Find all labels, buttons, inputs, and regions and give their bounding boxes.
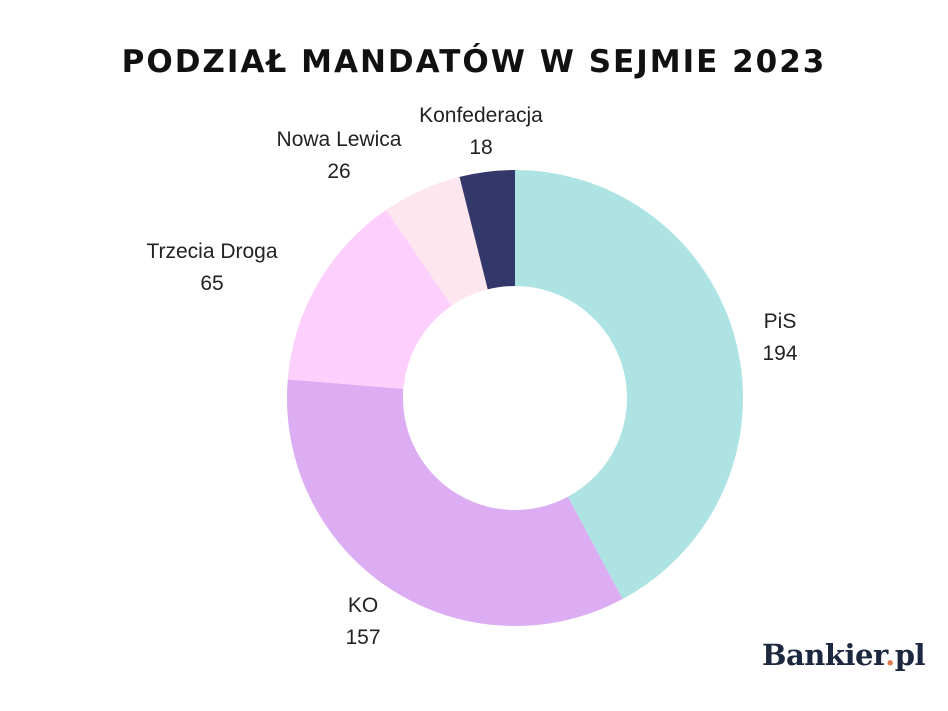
data-label-value: 157: [345, 626, 380, 649]
data-label-value: 194: [762, 342, 797, 365]
slice-pis: [515, 170, 743, 599]
slice-ko: [287, 379, 623, 626]
slice-nowa-lewica: [386, 176, 488, 306]
data-label-name: Nowa Lewica: [277, 128, 402, 151]
slice-konfederacja: [459, 170, 515, 290]
data-label-name: KO: [348, 594, 378, 617]
data-label-name: Trzecia Droga: [146, 240, 277, 263]
slice-trzecia-droga: [287, 209, 452, 389]
data-label-value: 18: [469, 136, 492, 159]
chart-title: PODZIAŁ MANDATÓW W SEJMIE 2023: [121, 44, 827, 80]
data-label-value: 26: [327, 160, 350, 183]
data-label-name: PiS: [764, 310, 797, 333]
data-label-value: 65: [200, 272, 223, 295]
bankier-logo: Bankier.pl: [762, 638, 925, 672]
data-label-name: Konfederacja: [419, 104, 543, 127]
